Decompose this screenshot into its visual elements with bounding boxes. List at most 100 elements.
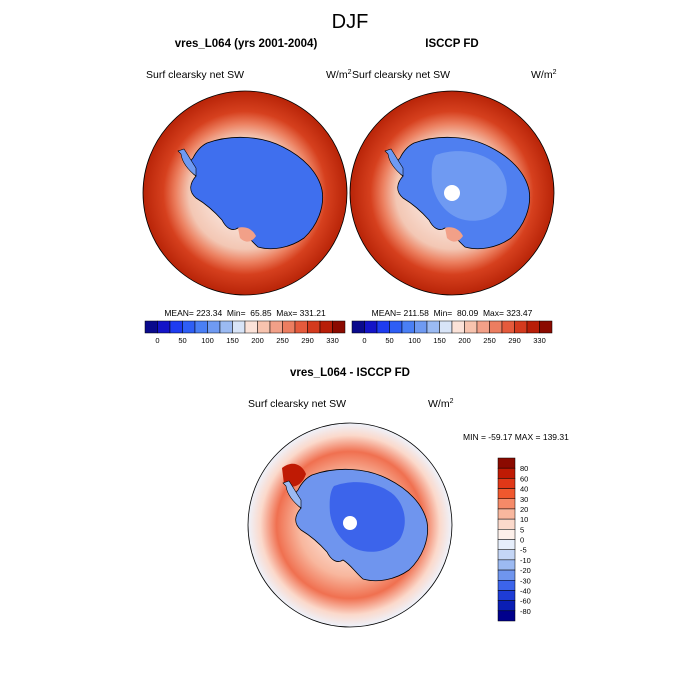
colorbar-diff-swatch: [497, 590, 516, 601]
colorbar-obs-swatch: [489, 320, 503, 334]
colorbar-diff-tick-label: -5: [520, 546, 527, 555]
colorbar-diff-tick-label: -80: [520, 607, 531, 616]
colorbar-diff-tick-label: 40: [520, 485, 528, 494]
colorbar-obs-swatch: [476, 320, 490, 334]
panel-obs-interior: [431, 151, 507, 221]
panel-diff-interior: [329, 482, 405, 552]
panel-diff-peninsula: [282, 480, 302, 509]
colorbar-obs-swatch: [526, 320, 540, 334]
colorbar-diff-swatch: [497, 529, 516, 540]
colorbar-diff-tick-label: 60: [520, 474, 528, 483]
colorbar-diff-swatch: [497, 457, 516, 469]
colorbar-diff-swatch: [497, 498, 516, 510]
colorbar-obs-tick-label: 100: [408, 336, 421, 345]
panel-diff-title: vres_L064 - ISCCP FD: [290, 367, 410, 379]
colorbar-diff-tick-label: -20: [520, 566, 531, 575]
colorbar-obs: 0 50 100 150 200 250 290 330: [351, 320, 553, 345]
colorbar-diff-tick-label: -40: [520, 586, 531, 595]
colorbar-diff-tick-label: 80: [520, 464, 528, 473]
colorbar-model-swatch: [219, 320, 233, 334]
colorbar-model-swatch: [307, 320, 321, 334]
panel-obs-variable-label: Surf clearsky net SW: [352, 69, 450, 81]
colorbar-model-swatch: [319, 320, 333, 334]
colorbar-diff-swatch: [497, 600, 516, 612]
colorbar-obs-swatch: [351, 320, 365, 334]
colorbar-model-swatch: [232, 320, 246, 334]
panel-model-units: W/m2: [326, 69, 352, 81]
colorbar-obs-swatch: [451, 320, 465, 334]
colorbar-obs-swatch: [376, 320, 390, 334]
panel-obs-title: ISCCP FD: [425, 38, 478, 50]
panel-obs-pole-hole: [444, 185, 460, 201]
colorbar-model-swatch: [332, 320, 346, 334]
panel-model-ice-shelf: [238, 227, 256, 242]
panel-obs-peninsula: [384, 148, 404, 177]
panel-model-stats: MEAN= 223.34 Min= 65.85 Max= 331.21: [164, 308, 326, 318]
panel-model-title: vres_L064 (yrs 2001-2004): [175, 38, 318, 50]
colorbar-model-tick-label: 50: [178, 336, 186, 345]
colorbar-obs-swatch: [364, 320, 378, 334]
colorbar-diff-swatch: [497, 569, 516, 581]
colorbar-obs-swatch: [464, 320, 478, 334]
colorbar-diff-tick-label: 10: [520, 515, 528, 524]
colorbar-model-swatch: [169, 320, 183, 334]
panel-model-variable-label: Surf clearsky net SW: [146, 69, 244, 81]
colorbar-diff-swatch: [497, 539, 516, 550]
colorbar-model-swatch: [269, 320, 283, 334]
colorbar-obs-tick-label: 330: [533, 336, 546, 345]
colorbar-model-tick-label: 200: [251, 336, 264, 345]
colorbar-model-swatch: [257, 320, 271, 334]
panel-diff-variable-label: Surf clearsky net SW: [248, 398, 346, 410]
colorbar-obs-tick-label: 0: [362, 336, 366, 345]
colorbar-model-swatch: [244, 320, 258, 334]
panel-model: vres_L064 (yrs 2001-2004) Surf clearsky …: [142, 38, 352, 345]
colorbar-diff-swatch: [497, 518, 516, 530]
panel-obs-ice-shelf: [445, 227, 463, 242]
colorbar-model-swatch: [282, 320, 296, 334]
colorbar-model-tick-label: 250: [276, 336, 289, 345]
panel-diff-hotspot: [282, 463, 306, 487]
colorbar-model-swatch: [182, 320, 196, 334]
colorbar-obs-swatch: [514, 320, 528, 334]
panel-obs: ISCCP FD Surf clearsky net SW W/m2 MEAN=…: [349, 38, 557, 345]
colorbar-model-swatch: [207, 320, 221, 334]
colorbar-obs-swatch: [539, 320, 553, 334]
colorbar-obs-tick-label: 250: [483, 336, 496, 345]
colorbar-obs-tick-label: 150: [433, 336, 446, 345]
colorbar-model-swatch: [294, 320, 308, 334]
panel-model-peninsula: [177, 148, 197, 177]
colorbar-model: 0 50 100 150 200 250 290 330: [144, 320, 346, 345]
colorbar-model-tick-label: 0: [155, 336, 159, 345]
panel-diff-units: W/m2: [428, 398, 454, 410]
colorbar-model-swatch: [144, 320, 158, 334]
colorbar-obs-swatch: [389, 320, 403, 334]
panel-obs-stats: MEAN= 211.58 Min= 80.09 Max= 323.47: [372, 308, 533, 318]
colorbar-diff-swatch: [497, 467, 516, 479]
colorbar-obs-swatch: [401, 320, 415, 334]
colorbar-diff-tick-label: -60: [520, 597, 531, 606]
colorbar-diff-tick-label: -10: [520, 556, 531, 565]
colorbar-model-swatch: [194, 320, 208, 334]
figure-title: DJF: [332, 11, 369, 33]
colorbar-diff-swatch: [497, 549, 516, 561]
colorbar-model-tick-label: 150: [226, 336, 239, 345]
colorbar-diff-swatch: [497, 488, 516, 499]
colorbar-diff-swatch: [497, 580, 516, 591]
colorbar-diff-swatch: [497, 478, 516, 489]
colorbar-obs-swatch: [501, 320, 515, 334]
colorbar-obs-swatch: [439, 320, 453, 334]
colorbar-diff-tick-label: 30: [520, 495, 528, 504]
colorbar-diff-tick-label: -30: [520, 576, 531, 585]
colorbar-model-tick-label: 330: [326, 336, 339, 345]
colorbar-model-tick-label: 100: [201, 336, 214, 345]
colorbar-obs-swatch: [414, 320, 428, 334]
colorbar-diff-swatch: [497, 610, 516, 622]
panel-diff: vres_L064 - ISCCP FD Surf clearsky net S…: [247, 367, 569, 628]
colorbar-obs-tick-label: 200: [458, 336, 471, 345]
colorbar-obs-tick-label: 290: [508, 336, 521, 345]
colorbar-model-swatch: [157, 320, 171, 334]
panel-diff-pole-hole: [343, 516, 357, 530]
colorbar-obs-tick-label: 50: [385, 336, 393, 345]
